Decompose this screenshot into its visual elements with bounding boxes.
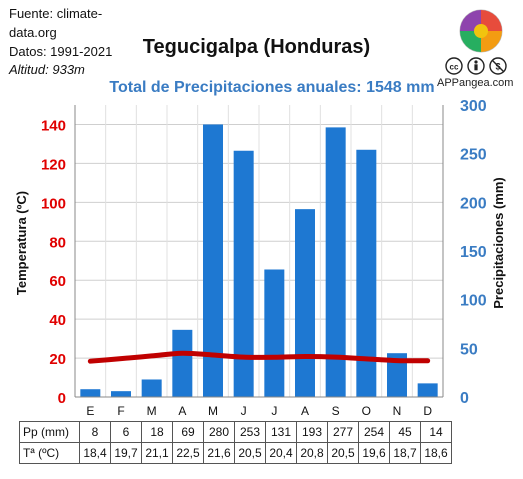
table-cell: 18,7 <box>389 442 421 464</box>
altitude-label: Altitud: <box>9 62 53 77</box>
precip-bar <box>141 379 162 397</box>
precip-bar <box>203 124 223 397</box>
table-row-precip: Pp (mm) 8 6 18 69 280 253 131 193 277 254 45 14 <box>19 421 452 443</box>
nc-icon: $ <box>489 57 507 75</box>
table-cell: 69 <box>172 421 204 443</box>
precip-bar <box>233 150 254 397</box>
x-tick-label: S <box>332 404 340 418</box>
x-tick-label: E <box>86 404 94 418</box>
cc-license-badge: cc $ <box>445 57 507 75</box>
right-tick-label: 150 <box>460 244 487 261</box>
precip-bar <box>356 149 377 397</box>
chart-title: Tegucigalpa (Honduras) <box>142 36 371 58</box>
temp-line <box>87 350 431 364</box>
precip-bar <box>295 209 315 397</box>
table-cell: 253 <box>234 421 266 443</box>
puzzle-globe-logo-icon <box>459 9 503 53</box>
source-line-1: Fuente: climate- <box>9 6 103 21</box>
altitude-value: 933m <box>52 62 85 77</box>
table-row-temp: Tª (ºC) 18,4 19,7 21,1 22,5 21,6 20,5 20,4 20,8… <box>19 442 452 464</box>
climate-chart: 0 20 40 60 80 100 120 140 0 50 100 150 200 250 300 E F… <box>14 98 506 418</box>
table-cell: 6 <box>110 421 142 443</box>
table-cell: 45 <box>389 421 421 443</box>
left-tick-label: 0 <box>58 390 66 407</box>
x-tick-label: M <box>147 404 157 418</box>
right-tick-label: 0 <box>460 390 469 407</box>
precip-bar <box>325 127 346 398</box>
chart-subtitle: Total de Precipitaciones anuales: 1548 m… <box>109 79 435 96</box>
table-cell: 18 <box>141 421 173 443</box>
source-line-3: Datos: 1991-2021 <box>9 44 113 59</box>
table-cell: 19,6 <box>358 442 390 464</box>
table-cell: 18,6 <box>420 442 452 464</box>
left-tick-label: 140 <box>41 117 66 134</box>
left-axis-label: Temperatura (ºC) <box>14 191 29 295</box>
table-cell: 131 <box>265 421 297 443</box>
x-tick-label: F <box>117 404 124 418</box>
table-cell: 21,6 <box>203 442 235 464</box>
precip-bars <box>80 124 438 398</box>
left-ticks: 0 20 40 60 80 100 120 140 <box>41 117 66 407</box>
x-tick-label: N <box>393 404 402 418</box>
table-cell: 280 <box>203 421 235 443</box>
left-tick-label: 40 <box>49 312 66 329</box>
table-cell: 21,1 <box>141 442 173 464</box>
table-cell: 8 <box>79 421 111 443</box>
left-tick-label: 120 <box>41 156 66 173</box>
x-tick-label: J <box>271 404 277 418</box>
x-tick-label: J <box>241 404 247 418</box>
precip-bar <box>80 389 101 397</box>
x-tick-label: D <box>423 404 432 418</box>
right-axis-label: Precipitaciones (mm) <box>491 177 506 309</box>
table-cell: 20,5 <box>234 442 266 464</box>
table-row-label: Pp (mm) <box>19 421 80 443</box>
by-icon <box>467 57 485 75</box>
table-cell: 18,4 <box>79 442 111 464</box>
x-tick-label: M <box>208 404 218 418</box>
table-cell: 20,8 <box>296 442 328 464</box>
table-cell: 193 <box>296 421 328 443</box>
x-tick-label: A <box>301 404 309 418</box>
climate-table: Pp (mm) 8 6 18 69 280 253 131 193 277 254 45 14 Tª … <box>19 421 452 464</box>
left-tick-label: 100 <box>41 195 66 212</box>
table-cell: 19,7 <box>110 442 142 464</box>
table-cell: 277 <box>327 421 359 443</box>
precip-bar <box>111 391 131 397</box>
cc-icon: cc <box>445 57 463 75</box>
left-tick-label: 60 <box>49 273 66 290</box>
right-tick-label: 50 <box>460 341 478 358</box>
axes <box>74 105 444 398</box>
precip-bar <box>387 353 407 397</box>
altitude-line: Altitud: 933m <box>9 61 85 78</box>
precip-bar <box>417 383 438 397</box>
right-tick-label: 200 <box>460 195 487 212</box>
brand-label: APPangea.com <box>437 77 514 89</box>
table-cell: 14 <box>420 421 452 443</box>
x-tick-label: A <box>178 404 186 418</box>
right-tick-label: 100 <box>460 293 487 310</box>
temp-line-group <box>87 350 431 364</box>
chart-title-wrap: Tegucigalpa (Honduras) <box>0 36 523 59</box>
right-ticks: 0 50 100 150 200 250 300 <box>460 98 487 407</box>
table-row-label: Tª (ºC) <box>19 442 80 464</box>
table-cell: 22,5 <box>172 442 204 464</box>
left-tick-label: 80 <box>49 234 66 251</box>
right-tick-label: 300 <box>460 98 487 115</box>
left-tick-label: 20 <box>49 351 66 368</box>
precip-bar <box>264 269 285 397</box>
source-line-2: data.org <box>9 25 57 40</box>
table-cell: 20,4 <box>265 442 297 464</box>
svg-text:cc: cc <box>450 63 459 72</box>
right-tick-label: 250 <box>460 147 487 164</box>
precip-bar <box>172 329 193 397</box>
x-tick-label: O <box>362 404 371 418</box>
table-cell: 254 <box>358 421 390 443</box>
table-cell: 20,5 <box>327 442 359 464</box>
